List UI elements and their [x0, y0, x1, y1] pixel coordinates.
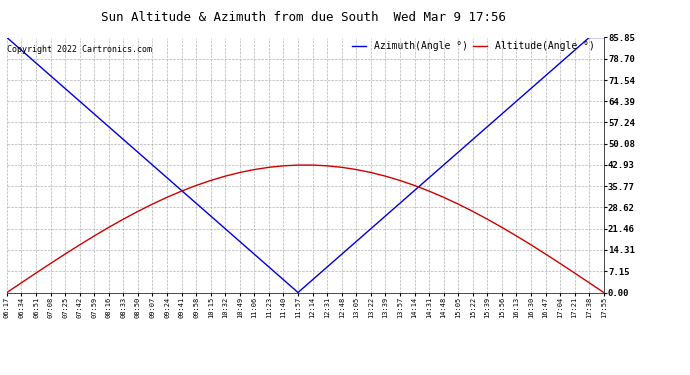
Legend: Azimuth(Angle °), Altitude(Angle °): Azimuth(Angle °), Altitude(Angle °)	[348, 37, 599, 55]
Text: Sun Altitude & Azimuth from due South  Wed Mar 9 17:56: Sun Altitude & Azimuth from due South We…	[101, 11, 506, 24]
Text: Copyright 2022 Cartronics.com: Copyright 2022 Cartronics.com	[8, 45, 152, 54]
